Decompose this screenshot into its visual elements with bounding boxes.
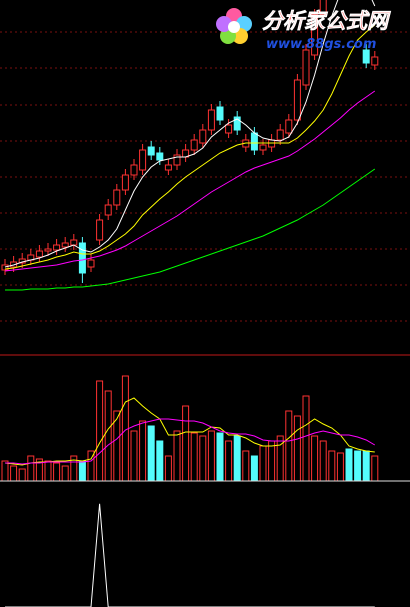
volume-bar [311, 435, 319, 482]
candle-body [139, 149, 147, 171]
candle-body [311, 14, 319, 56]
moving-average-line [4, 24, 376, 270]
volume-bar [345, 448, 353, 482]
candle-body [156, 152, 164, 161]
grid [0, 31, 410, 322]
candle-body [113, 189, 121, 206]
volume-bar [164, 455, 172, 482]
volume-bar [371, 455, 379, 482]
volume-bar [182, 405, 190, 482]
candle-body [1, 264, 9, 271]
watermark: 分析家公式网 www.88gs.com [216, 8, 391, 52]
candle-body [70, 239, 78, 246]
volume-bar [1, 460, 9, 482]
candle-body [96, 219, 104, 241]
candle-body [61, 242, 69, 248]
volume-bar [130, 430, 138, 482]
volume-bar [233, 435, 241, 482]
volume-average-line [4, 397, 375, 466]
volume-bar [207, 430, 215, 482]
volume-average-line [5, 418, 376, 465]
candle-body [78, 242, 86, 274]
volume-bar [225, 440, 233, 482]
volume-bar [293, 415, 301, 482]
volume-bar [199, 435, 207, 482]
volume-bar [10, 465, 18, 482]
candle-body [199, 129, 207, 144]
volume-bar [328, 450, 336, 482]
candle-body [104, 204, 112, 216]
volume-bar [354, 450, 362, 482]
volume-bar [302, 395, 310, 482]
candle-body [285, 119, 293, 134]
volume-bar [259, 445, 267, 482]
volume-bar [285, 410, 293, 482]
volume-bar [18, 468, 26, 482]
candle-body [319, 0, 327, 16]
price-panel [1, 0, 379, 291]
volume-bar [147, 425, 155, 482]
candle-body [362, 49, 370, 64]
candle-body [371, 56, 379, 66]
candle-body [276, 129, 284, 141]
candle-body [35, 250, 43, 258]
candle-body [147, 146, 155, 156]
volume-bar [53, 462, 61, 482]
volume-bar [216, 432, 224, 482]
candle-body [53, 244, 61, 251]
candle-body [164, 164, 172, 171]
candle-body [216, 106, 224, 121]
volume-bar [78, 460, 86, 482]
volume-bar [104, 390, 112, 482]
candle-body [225, 124, 233, 134]
volume-bar [139, 420, 147, 482]
candle-body [130, 164, 138, 176]
logo [216, 8, 252, 44]
candle-body [302, 49, 310, 86]
candle-body [173, 154, 181, 166]
volume-bar [190, 432, 198, 482]
candle-body [44, 248, 52, 252]
moving-average-line [5, 168, 376, 291]
volume-bar [242, 450, 250, 482]
candle-body [233, 116, 241, 131]
candle-body [207, 109, 215, 131]
volume-bar [27, 455, 35, 482]
candle-body [293, 79, 301, 121]
watermark-title: 分析家公式网 [262, 9, 391, 33]
volume-bar [156, 440, 164, 482]
volume-bar [96, 380, 104, 482]
volume-bar [319, 440, 327, 482]
candle-body [87, 259, 95, 268]
moving-average-line [4, 0, 376, 268]
moving-average-line [4, 90, 376, 272]
volume-bar [336, 452, 344, 482]
volume-bar [362, 450, 370, 482]
volume-bar [268, 440, 276, 482]
volume-bar [61, 465, 69, 482]
volume-bar [44, 460, 52, 482]
candle-body [250, 132, 258, 151]
candle-body [121, 174, 129, 191]
watermark-url: www.88gs.com [266, 37, 376, 52]
volume-bar [250, 455, 258, 482]
candle-body [190, 139, 198, 151]
candle-body [259, 144, 267, 151]
volume-bar [173, 430, 181, 482]
